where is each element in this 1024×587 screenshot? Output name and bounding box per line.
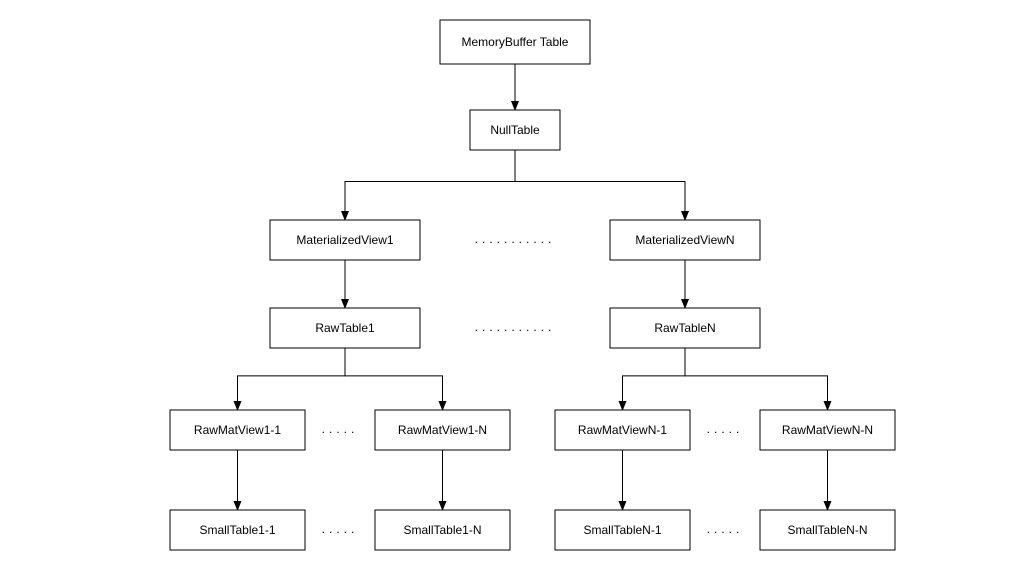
node-rt1: RawTable1 [270,308,420,348]
node-null: NullTable [470,110,560,150]
node-label: RawMatView1-1 [194,423,281,437]
edge-rtN-rmvN1 [623,348,686,410]
ellipsis: ..... [322,522,359,536]
node-label: SmallTable1-N [403,523,481,537]
nodes-layer: MemoryBuffer Table NullTable MaterializedV… [170,20,895,550]
edge-rt1-rmv11 [238,348,346,410]
node-label: RawTableN [654,321,715,335]
node-rmvNN: RawMatViewN-N [760,410,895,450]
ellipsis: ..... [322,422,359,436]
edge-rtN-rmvNN [685,348,828,410]
node-label: NullTable [490,123,540,137]
edge-null-mv1 [345,150,515,220]
node-rmvN1: RawMatViewN-1 [555,410,690,450]
ellipsis: ........... [475,320,556,334]
node-st11: SmallTable1-1 [170,510,305,550]
node-label: SmallTableN-N [787,523,867,537]
ellipsis: ........... [475,232,556,246]
node-rtN: RawTableN [610,308,760,348]
ellipsis: ..... [707,422,744,436]
node-label: RawMatView1-N [398,423,487,437]
ellipsis-layer: ........................................… [322,232,744,536]
tree-diagram: MemoryBuffer Table NullTable MaterializedV… [0,0,1024,587]
ellipsis: ..... [707,522,744,536]
node-mv1: MaterializedView1 [270,220,420,260]
edge-rt1-rmv1N [345,348,443,410]
node-label: MemoryBuffer Table [462,35,569,49]
node-mvN: MaterializedViewN [610,220,760,260]
node-label: RawTable1 [315,321,375,335]
edge-null-mvN [515,150,685,220]
node-membuf: MemoryBuffer Table [440,20,590,64]
node-label: MaterializedView1 [296,233,393,247]
node-label: RawMatViewN-1 [578,423,667,437]
node-label: SmallTable1-1 [199,523,275,537]
node-stNN: SmallTableN-N [760,510,895,550]
node-stN1: SmallTableN-1 [555,510,690,550]
node-label: MaterializedViewN [635,233,734,247]
node-label: RawMatViewN-N [782,423,873,437]
node-st1N: SmallTable1-N [375,510,510,550]
node-rmv11: RawMatView1-1 [170,410,305,450]
node-label: SmallTableN-1 [583,523,661,537]
node-rmv1N: RawMatView1-N [375,410,510,450]
